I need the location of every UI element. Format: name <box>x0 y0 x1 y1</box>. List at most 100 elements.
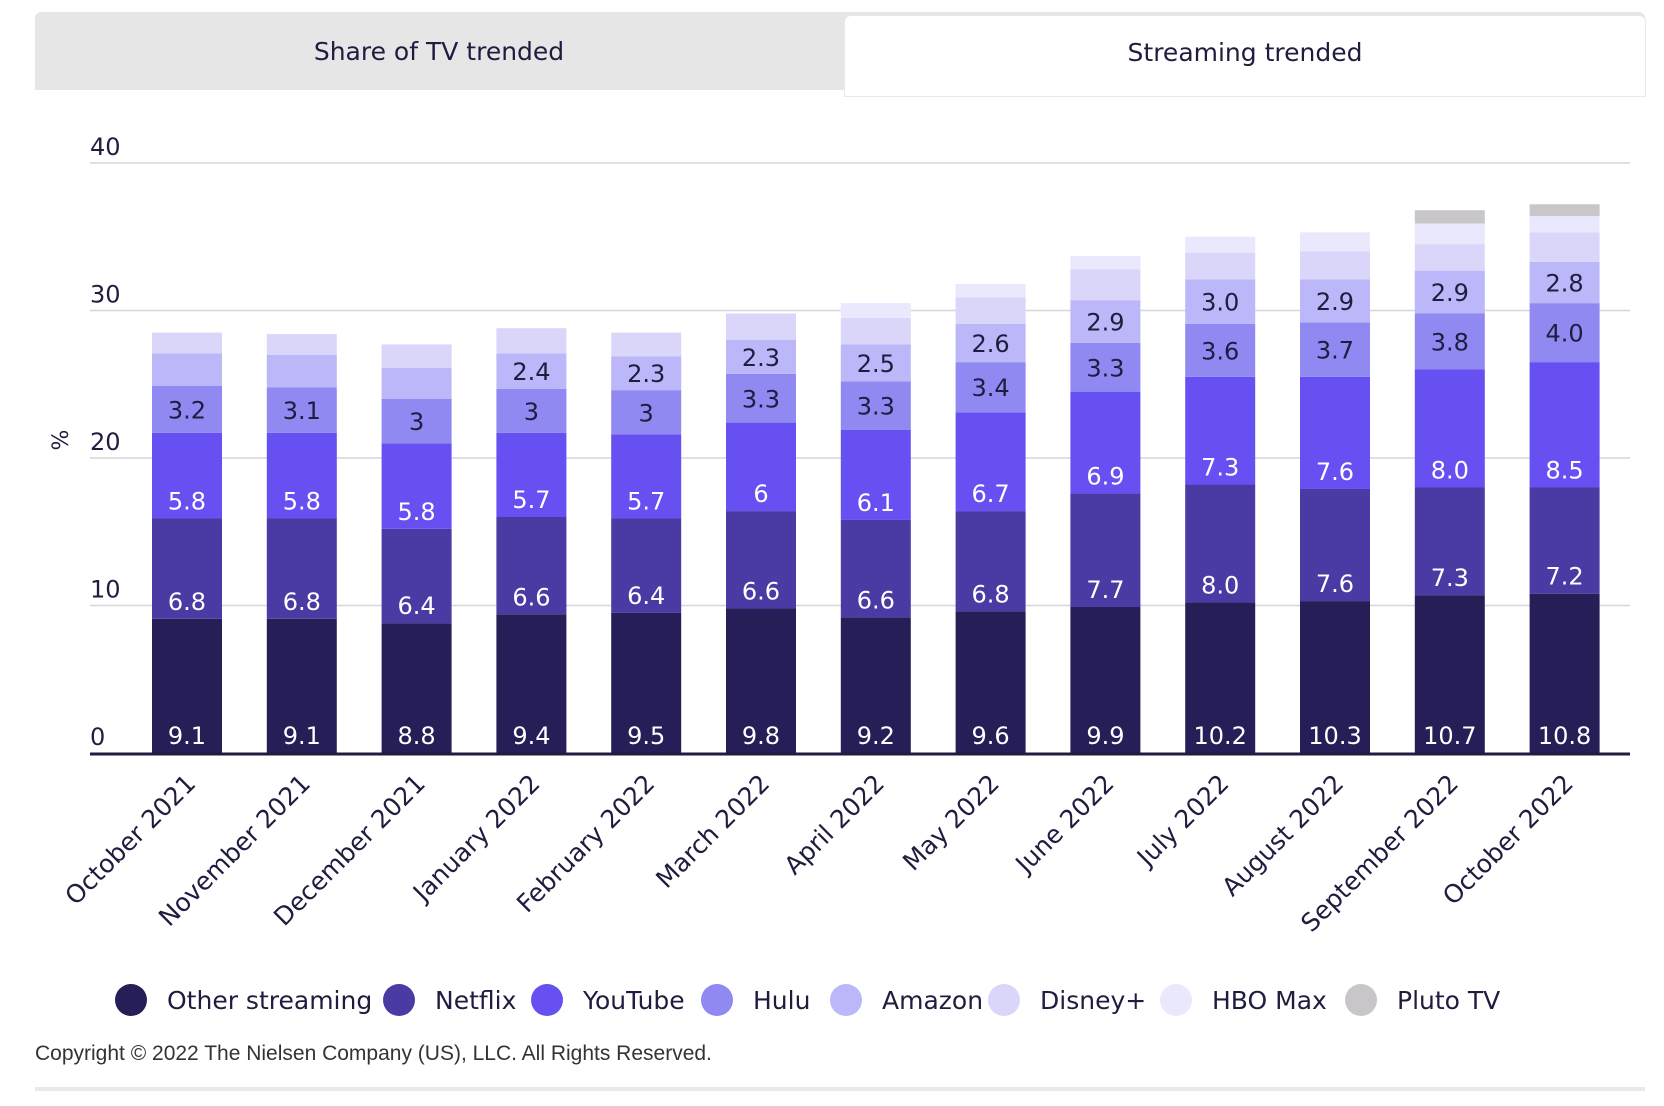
tab-streaming-trended[interactable]: Streaming trended <box>845 16 1645 96</box>
bar-segment <box>496 614 567 753</box>
data-label: 5.8 <box>283 487 321 515</box>
bar-segment <box>611 356 682 391</box>
bar-segment <box>955 511 1026 612</box>
bar-segment <box>1529 362 1600 488</box>
bar-segment <box>152 385 222 433</box>
bar-segment <box>1529 261 1600 304</box>
bar-segment <box>1070 606 1141 753</box>
data-label: 9.9 <box>1086 722 1124 750</box>
bar-segment <box>1185 252 1256 280</box>
tab-bar: Share of TV trended Streaming trended <box>35 12 1645 96</box>
bar-segment <box>840 429 911 520</box>
bar-segment <box>1185 279 1256 324</box>
data-label: 6.4 <box>627 582 665 610</box>
bar-segment <box>840 617 911 753</box>
bar-segment <box>266 387 337 433</box>
bar-segment <box>266 334 337 355</box>
data-label: 9.1 <box>168 722 206 750</box>
bar-segment <box>1414 270 1485 314</box>
bar-segment <box>496 328 567 354</box>
legend-label: Netflix <box>435 985 517 1015</box>
bar-segment <box>1070 269 1141 301</box>
bar-segment <box>1414 595 1485 753</box>
bottom-divider <box>35 1087 1645 1091</box>
bar-segment <box>381 399 452 444</box>
bar-segment <box>840 344 911 382</box>
data-label: 6.9 <box>1086 462 1124 490</box>
data-label: 9.5 <box>627 722 665 750</box>
legend-item[interactable]: Other streaming <box>115 980 372 1020</box>
bar-segment <box>1529 204 1600 217</box>
legend-swatch <box>830 984 862 1016</box>
data-label: 7.6 <box>1316 570 1354 598</box>
legend-swatch <box>531 984 563 1016</box>
bar-segment <box>381 443 452 529</box>
data-label: 10.3 <box>1308 722 1361 750</box>
bar-segment <box>955 323 1026 363</box>
bar-segment <box>1070 391 1141 494</box>
legend-item[interactable]: Netflix <box>383 980 516 1020</box>
data-label: 3.1 <box>283 397 321 425</box>
bar-segment <box>1529 232 1600 262</box>
bar-segment <box>1185 376 1256 485</box>
data-label: 6.6 <box>742 577 780 605</box>
data-label: 3 <box>524 398 539 426</box>
data-label: 6.8 <box>283 588 321 616</box>
legend-item[interactable]: HBO Max <box>1160 980 1327 1020</box>
data-label: 2.4 <box>512 358 550 386</box>
data-label: 3.3 <box>742 385 780 413</box>
bar-segment <box>955 362 1026 413</box>
tab-share-of-tv-trended[interactable]: Share of TV trended <box>35 12 843 90</box>
legend-swatch <box>988 984 1020 1016</box>
bar-segment <box>1414 369 1485 488</box>
x-tick-label: July 2022 <box>1130 769 1234 873</box>
data-label: 2.5 <box>857 350 895 378</box>
bar-segment <box>726 373 796 423</box>
bar-segment <box>955 412 1026 512</box>
bar-segment <box>955 611 1026 753</box>
legend-item[interactable]: Disney+ <box>988 980 1146 1020</box>
legend-label: HBO Max <box>1212 985 1327 1015</box>
legend-label: YouTube <box>583 985 685 1015</box>
data-label: 3 <box>639 399 654 427</box>
x-tick-label: May 2022 <box>897 769 1005 877</box>
data-label: 9.8 <box>742 722 780 750</box>
bar-segment <box>266 518 337 619</box>
data-label: 6.8 <box>168 588 206 616</box>
bar-segment <box>496 432 567 517</box>
copyright-text: Copyright © 2022 The Nielsen Company (US… <box>35 1042 712 1065</box>
data-label: 2.9 <box>1086 309 1124 337</box>
bar-segment <box>152 432 222 519</box>
data-label: 6 <box>753 480 768 508</box>
bar-segment <box>1185 236 1256 253</box>
data-label: 10.8 <box>1538 722 1591 750</box>
chart-legend: Other streaming Netflix YouTube Hulu Amazon D… <box>0 980 1664 1020</box>
data-label: 7.3 <box>1431 564 1469 592</box>
data-label: 10.7 <box>1423 722 1476 750</box>
data-label: 3.3 <box>857 393 895 421</box>
bar-segment <box>840 317 911 345</box>
bar-segment <box>955 297 1026 324</box>
bar-segment <box>152 518 222 619</box>
bar-segment <box>726 608 796 753</box>
data-label: 3.6 <box>1201 337 1239 365</box>
bar-segment <box>1414 487 1485 596</box>
legend-item[interactable]: Hulu <box>701 980 810 1020</box>
bar-segment <box>840 381 911 430</box>
data-label: 7.7 <box>1086 576 1124 604</box>
data-label: 2.3 <box>742 344 780 372</box>
legend-item[interactable]: Pluto TV <box>1345 980 1500 1020</box>
tab-label: Streaming trended <box>1127 37 1363 67</box>
bar-segment <box>1300 601 1370 753</box>
bar-segment <box>1414 244 1485 271</box>
bar-segment <box>1300 279 1370 323</box>
data-label: 2.8 <box>1546 269 1584 297</box>
legend-swatch <box>1345 984 1377 1016</box>
legend-item[interactable]: YouTube <box>531 980 685 1020</box>
data-label: 5.7 <box>627 487 665 515</box>
legend-item[interactable]: Amazon <box>830 980 983 1020</box>
legend-label: Amazon <box>882 985 984 1015</box>
bar-segment <box>1300 376 1370 489</box>
bar-segment <box>266 354 337 388</box>
y-tick-label: 40 <box>90 133 121 161</box>
